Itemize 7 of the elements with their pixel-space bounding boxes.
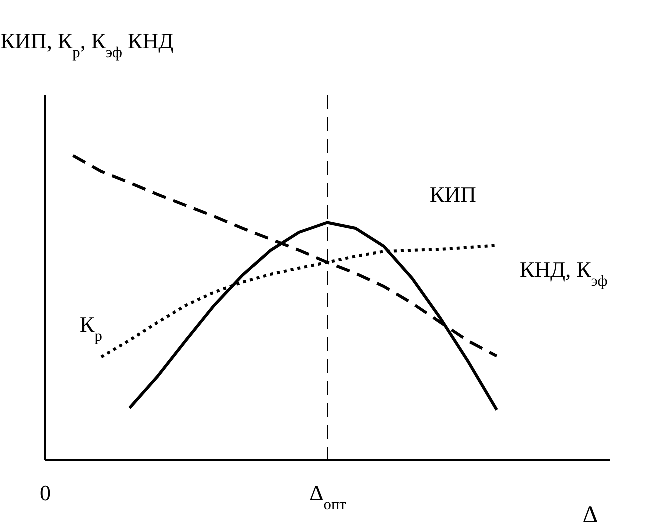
x-axis-title: Δ <box>582 502 598 528</box>
y-axis-title: КИП, К$_{р}$, К$_{эф}$ КНД <box>0 28 174 61</box>
annotation: КИП <box>430 182 477 207</box>
x-tick-label: Δ$_{опт}$ <box>310 480 347 513</box>
annotation: КНД, К$_{эф}$ <box>520 257 608 290</box>
x-tick-label: 0 <box>40 480 51 506</box>
annotation: К$_{р}$ <box>80 312 103 344</box>
